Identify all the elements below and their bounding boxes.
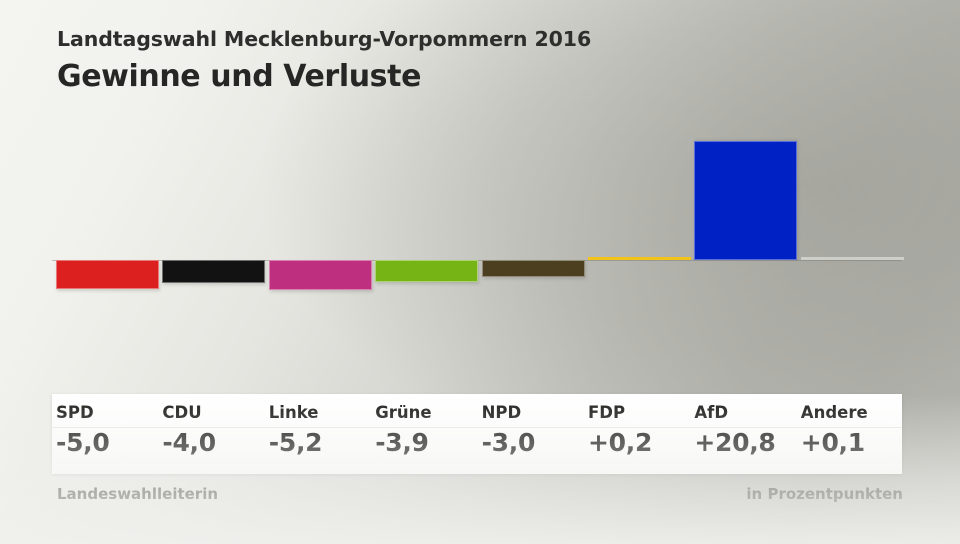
party-value: +0,2 <box>588 428 653 457</box>
party-name: AfD <box>694 403 729 422</box>
party-value: -3,0 <box>481 428 536 457</box>
party-value: +0,1 <box>800 428 865 457</box>
title-block: Landtagswahl Mecklenburg-Vorpommern 2016… <box>57 27 592 95</box>
party-name: SPD <box>56 403 94 422</box>
unit-label: in Prozentpunkten <box>746 485 903 503</box>
party-value: -5,2 <box>268 428 323 457</box>
bar-spd <box>56 260 159 289</box>
results-table: SPD -5,0 CDU -4,0 Linke -5,2 Grüne -3,9 NPD -3,0 F… <box>52 394 902 474</box>
bar-cdu <box>162 260 266 283</box>
party-name: FDP <box>588 403 626 422</box>
party-name: Grüne <box>375 403 432 422</box>
party-name: NPD <box>481 403 522 422</box>
bar-linke <box>268 260 372 290</box>
party-value: -5,0 <box>56 428 110 457</box>
bar-andere <box>800 257 904 260</box>
party-value: -4,0 <box>162 428 216 457</box>
party-value: -3,9 <box>375 428 429 457</box>
bar-fdp <box>588 257 691 260</box>
bar-npd <box>481 260 585 278</box>
party-name: CDU <box>162 403 202 422</box>
plot-area <box>52 141 904 290</box>
source-label: Landeswahlleiterin <box>57 485 219 503</box>
table-divider <box>52 427 902 428</box>
chart-title: Gewinne und Verluste <box>57 58 422 94</box>
bar-afd <box>694 141 798 260</box>
party-name: Linke <box>268 403 319 422</box>
party-value: +20,8 <box>694 428 776 457</box>
chart-supertitle: Landtagswahl Mecklenburg-Vorpommern 2016 <box>57 27 592 51</box>
party-name: Andere <box>800 403 868 422</box>
bar-gr-ne <box>375 260 479 283</box>
